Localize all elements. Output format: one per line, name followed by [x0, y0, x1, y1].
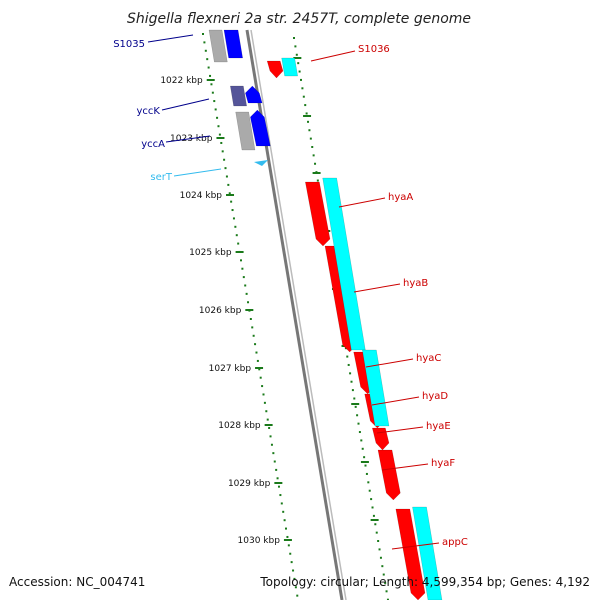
callout-line: [338, 197, 386, 208]
ruler-label: 1027 kbp: [209, 364, 252, 374]
yccA-cds: [250, 109, 271, 147]
callout-line: [173, 168, 222, 177]
gene-features: [208, 29, 443, 600]
gene-label-yccA: yccA: [141, 139, 165, 150]
accession-text: Accession: NC_004741: [9, 575, 146, 589]
gene-label-hyaD: hyaD: [422, 391, 448, 402]
appC-orf: [412, 506, 443, 600]
topology-text: Topology: circular; Length: 4,599,354 bp…: [260, 575, 590, 589]
serT-feature: [254, 160, 268, 166]
map-title: Shigella flexneri 2a str. 2457T, complet…: [127, 11, 471, 27]
callout-line: [381, 463, 429, 471]
callout-line: [161, 98, 210, 111]
callout-line: [371, 396, 420, 406]
callout-line: [147, 34, 194, 43]
gene-label-appC: appC: [442, 537, 468, 548]
gene-label-hyaF: hyaF: [431, 458, 455, 469]
callout-line: [353, 283, 401, 293]
S1035-orf: [208, 29, 228, 63]
appC-cds: [395, 508, 426, 600]
ruler-label: 1028 kbp: [218, 421, 261, 431]
gene-label-hyaA: hyaA: [388, 192, 413, 203]
hyaE-cds: [372, 427, 390, 451]
ruler-label: 1025 kbp: [189, 248, 232, 258]
S1036-orf: [281, 57, 298, 77]
gene-label-hyaE: hyaE: [426, 421, 451, 432]
gene-labels: S1035 yccK yccA serT S1036 hyaA hyaB hyaC hyaD hy…: [113, 34, 468, 550]
callout-line: [365, 358, 414, 368]
S1035-cds: [223, 29, 243, 59]
callout-line: [391, 542, 440, 550]
callout-line: [376, 426, 424, 434]
ruler-label: 1029 kbp: [228, 479, 271, 489]
callout-line: [310, 50, 356, 62]
S1036-cds: [266, 60, 284, 79]
backbone-line-inner: [250, 29, 347, 600]
callout-line: [165, 135, 211, 143]
gene-label-yccK: yccK: [137, 106, 161, 117]
yccK-cds: [245, 85, 263, 104]
ruler-label: 1026 kbp: [199, 306, 242, 316]
ruler-label: 1030 kbp: [238, 536, 281, 546]
gene-label-S1035: S1035: [113, 39, 145, 50]
gene-label-serT: serT: [150, 172, 172, 183]
hya-orf-2: [362, 349, 390, 427]
hyaF-cds: [377, 449, 401, 501]
hyaA-cds: [305, 181, 331, 247]
yccK-orf: [230, 85, 247, 107]
gene-label-hyaB: hyaB: [403, 278, 428, 289]
gene-label-hyaC: hyaC: [416, 353, 441, 364]
gene-label-S1036: S1036: [358, 44, 390, 55]
yccA-orf: [235, 111, 256, 151]
ruler-label: 1024 kbp: [180, 191, 223, 201]
ruler-label: 1022 kbp: [160, 76, 203, 86]
